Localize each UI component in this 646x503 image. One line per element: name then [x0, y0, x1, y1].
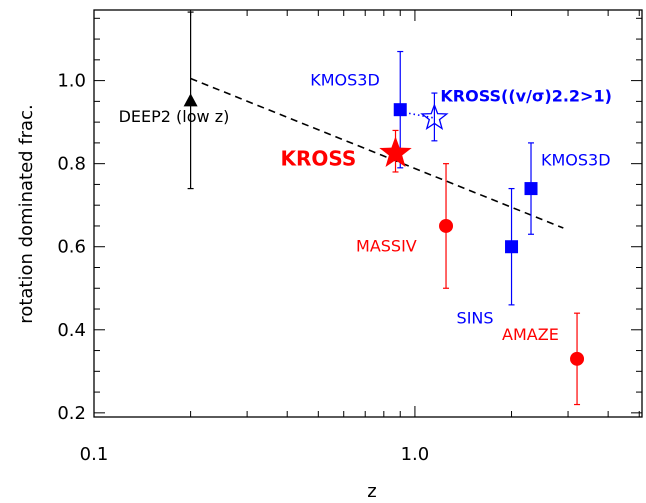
annotations: DEEP2 (low z) KROSS KMOS3D KROSS((v/σ)2.2>1…	[119, 71, 612, 344]
annotation-label: KROSS	[281, 147, 357, 171]
data-point-circle	[439, 218, 454, 233]
data-point-triangle	[183, 93, 198, 107]
y-axis-label: rotation dominated frac.	[16, 104, 37, 323]
annotation-label: SINS	[457, 308, 494, 327]
plot-frame	[93, 9, 643, 418]
y-tick-label: 1.0	[57, 71, 86, 92]
data-point-circle	[570, 351, 585, 366]
data-point-square	[524, 182, 538, 196]
data-point-star-filled	[379, 136, 412, 167]
annotation-label: KROSS((v/σ)2.2>1)	[440, 86, 612, 105]
annotation-label: KMOS3D	[310, 71, 380, 90]
y-tick-label: 0.4	[57, 320, 86, 341]
trend-line	[190, 77, 564, 229]
x-tick-label: 1.0	[401, 444, 430, 465]
tick-labels: 0.1 1.0 0.2 0.4 0.6 0.8 1.0	[57, 71, 429, 465]
data-markers	[183, 93, 585, 366]
annotation-label: DEEP2 (low z)	[119, 107, 230, 126]
data-point-square	[505, 240, 519, 254]
y-tick-label: 0.6	[57, 237, 86, 258]
annotation-label: MASSIV	[356, 237, 417, 256]
data-point-square	[393, 103, 407, 117]
error-bars	[187, 11, 581, 406]
annotation-label: AMAZE	[502, 325, 559, 344]
x-tick-label: 0.1	[80, 444, 109, 465]
y-tick-label: 0.2	[57, 403, 86, 424]
y-tick-label: 0.8	[57, 154, 86, 175]
data-point-star-open	[420, 103, 449, 131]
annotation-label: KMOS3D	[541, 151, 611, 170]
x-axis-label: z	[367, 481, 376, 502]
